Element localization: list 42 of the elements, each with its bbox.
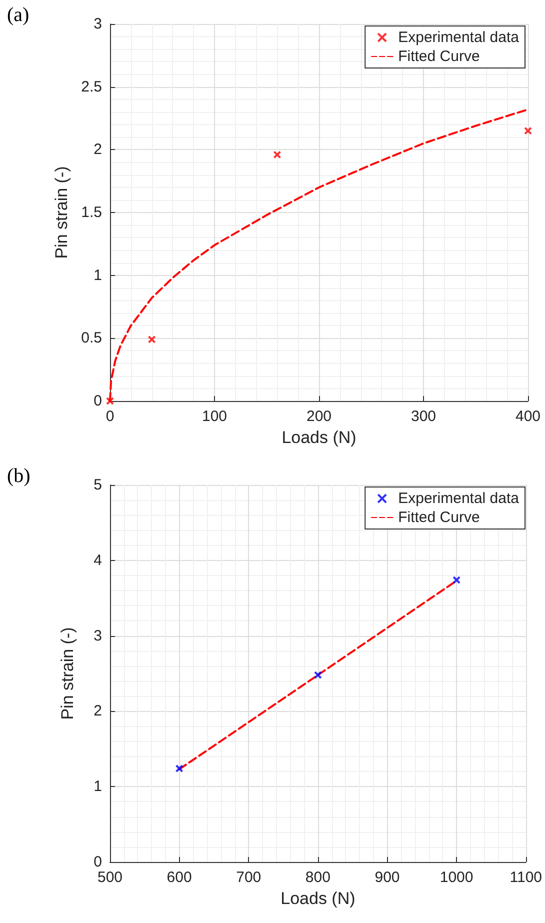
x-tick-label: 600	[166, 869, 192, 886]
x-tick-label: 1100	[510, 869, 542, 886]
point	[314, 671, 322, 680]
y-tick-label: 1.5	[81, 204, 102, 221]
y-tick-label: 0	[94, 854, 102, 870]
point	[273, 150, 282, 159]
y-axis-title: Pin strain (-)	[58, 627, 77, 720]
legend-label: Experimental data	[398, 490, 520, 507]
chart-title: (b)	[7, 465, 30, 487]
y-tick-label: 1	[94, 266, 102, 284]
point	[106, 397, 114, 405]
y-tick-label: 1	[94, 778, 102, 796]
y-tick-label: 5	[94, 476, 102, 494]
x-tick-label: 300	[410, 408, 436, 425]
x-tick-label: 900	[374, 869, 400, 886]
y-tick-label: 4	[94, 552, 102, 569]
x-tick-label: 100	[202, 408, 228, 425]
chart-title: (a)	[7, 4, 30, 26]
y-tick-label: 3	[94, 16, 102, 32]
x-tick-label: 800	[305, 869, 330, 886]
y-tick-label: 0.5	[81, 330, 102, 347]
point	[148, 335, 156, 344]
x-tick-label: 700	[236, 869, 262, 886]
y-axis-title: Pin strain (-)	[52, 166, 72, 259]
y-tick-label: 2	[94, 141, 102, 158]
point	[524, 126, 532, 135]
x-tick-label: 400	[515, 408, 541, 425]
legend-label: Fitted Curve	[398, 509, 480, 526]
point	[175, 764, 184, 773]
x-tick-label: 0	[106, 408, 114, 425]
x-tick-label: 500	[97, 869, 123, 886]
point	[452, 576, 461, 584]
legend-label: Fitted Curve	[398, 48, 480, 65]
y-tick-label: 2.5	[81, 78, 102, 96]
y-tick-label: 3	[94, 627, 102, 644]
x-axis-title: Loads (N)	[280, 888, 356, 908]
legend-label: Experimental data	[398, 29, 520, 46]
x-tick-label: 1000	[440, 869, 474, 886]
y-tick-label: 0	[94, 392, 102, 410]
x-axis-title: Loads (N)	[282, 428, 356, 447]
y-tick-label: 2	[94, 702, 102, 720]
x-tick-label: 200	[306, 408, 332, 425]
